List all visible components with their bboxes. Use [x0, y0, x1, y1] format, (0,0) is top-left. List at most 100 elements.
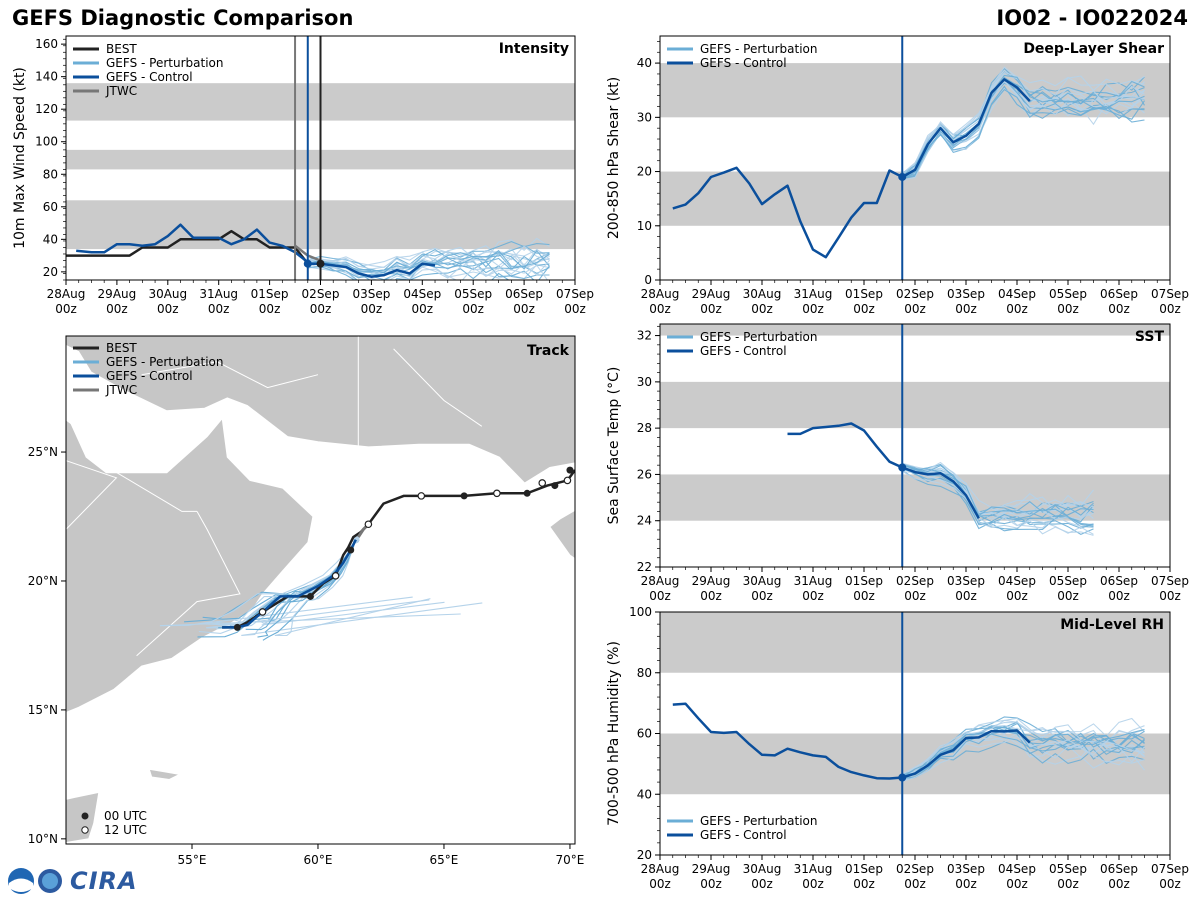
- intensity-xtick-label: 04Sep: [403, 287, 441, 301]
- intensity-xtick-label: 03Sep: [352, 287, 390, 301]
- rh-xtick-label: 06Sep: [1100, 862, 1138, 876]
- shear-xtick-label: 00z: [1006, 302, 1028, 316]
- shear-xtick-label: 29Aug: [692, 287, 731, 301]
- shear-xtick-label: 00z: [751, 302, 773, 316]
- track-ytick-label: 15°N: [28, 703, 58, 717]
- sst-init-marker: [898, 463, 907, 472]
- intensity-legend-label: JTWC: [105, 84, 137, 98]
- track-best-00utc-dot: [460, 492, 468, 500]
- intensity-ytick-label: 120: [35, 102, 58, 116]
- sst-perturbation-member: [902, 464, 1094, 523]
- rh-plot-area: [660, 612, 1170, 795]
- intensity-xtick-label: 00z: [259, 302, 281, 316]
- shear-legend-label: GEFS - Perturbation: [700, 42, 817, 56]
- track-best-00utc-dot: [306, 592, 314, 600]
- rh-ytick-label: 60: [637, 727, 652, 741]
- shear-ytick-label: 30: [637, 110, 652, 124]
- sst-xtick-label: 29Aug: [692, 574, 731, 588]
- rh-perturbation-member: [902, 735, 1145, 782]
- sst-xtick-label: 00z: [1159, 589, 1181, 603]
- sst-frame: [659, 323, 1171, 568]
- track-best-00utc-dot: [551, 482, 559, 490]
- sst-xtick-label: 00z: [853, 589, 875, 603]
- rh-perturbation-member: [902, 726, 1145, 776]
- track-xtick-label: 60°E: [304, 853, 333, 867]
- rh-xtick-label: 00z: [751, 877, 773, 891]
- track-best-12utc-dot: [417, 492, 426, 500]
- border-pakistan-provinces: [393, 348, 483, 427]
- intensity-ytick-label: 40: [43, 232, 58, 246]
- rh-perturbation-member: [902, 721, 1145, 778]
- intensity-xtick-label: 00z: [361, 302, 383, 316]
- rh-xtick-label: 03Sep: [947, 862, 985, 876]
- noaa-seal-icon: [8, 868, 62, 894]
- track-best-12utc-dot: [493, 489, 501, 498]
- track-xtick-label: 55°E: [178, 853, 207, 867]
- rh-xtick-label: 00z: [649, 877, 671, 891]
- track-best-00utc-dot: [347, 546, 355, 554]
- intensity-init-marker: [303, 259, 312, 268]
- rh-xtick-label: 01Sep: [845, 862, 883, 876]
- sst-plot-area: [660, 324, 1170, 536]
- rh-ytick-label: 100: [629, 605, 652, 619]
- shear-xtick-label: 04Sep: [998, 287, 1036, 301]
- intensity-xtick-label: 00z: [564, 302, 586, 316]
- intensity-xtick-label: 01Sep: [251, 287, 289, 301]
- shear-xtick-label: 00z: [802, 302, 824, 316]
- chart-intensity: 2040608010012014016028Aug00z29Aug00z30Au…: [12, 35, 594, 316]
- sst-xtick-label: 07Sep: [1151, 574, 1189, 588]
- sst-xtick-label: 00z: [1006, 589, 1028, 603]
- rh-ytick-label: 20: [637, 848, 652, 862]
- shear-perturbation-member: [902, 88, 1145, 180]
- track-perturbation-member: [274, 539, 431, 637]
- sst-xtick-label: 00z: [649, 589, 671, 603]
- sst-xtick-label: 04Sep: [998, 574, 1036, 588]
- storm-id: IO02 - IO022024: [996, 6, 1188, 30]
- border-oman: [136, 511, 241, 657]
- intensity-ytick-label: 60: [43, 200, 58, 214]
- shear-xtick-label: 00z: [955, 302, 977, 316]
- intensity-legend-label: GEFS - Perturbation: [106, 56, 223, 70]
- sst-xtick-label: 01Sep: [845, 574, 883, 588]
- logo-text: CIRA: [70, 867, 138, 895]
- intensity-legend-label: GEFS - Control: [106, 70, 193, 84]
- track-best-00utc-dot: [566, 466, 574, 474]
- sst-xtick-label: 00z: [802, 589, 824, 603]
- intensity-best-line: [66, 229, 321, 265]
- rh-init-marker: [898, 773, 907, 782]
- shear-xtick-label: 28Aug: [641, 287, 680, 301]
- intensity-best-marker: [316, 259, 325, 268]
- rh-xtick-label: 00z: [700, 877, 722, 891]
- shear-xtick-label: 05Sep: [1049, 287, 1087, 301]
- shear-xtick-label: 00z: [1057, 302, 1079, 316]
- intensity-legend-label: BEST: [106, 42, 137, 56]
- rh-xtick-label: 00z: [955, 877, 977, 891]
- sst-xtick-label: 00z: [1108, 589, 1130, 603]
- shear-perturbation-member: [902, 74, 1145, 178]
- rh-title: Mid-Level RH: [1060, 617, 1164, 633]
- intensity-xtick-label: 28Aug: [47, 287, 86, 301]
- intensity-ytick-label: 80: [43, 167, 58, 181]
- border-uae: [103, 464, 197, 512]
- intensity-xtick-label: 00z: [157, 302, 179, 316]
- rh-xtick-label: 00z: [1108, 877, 1130, 891]
- sst-ylabel: Sea Surface Temp (°C): [606, 367, 622, 525]
- sst-xtick-label: 00z: [751, 589, 773, 603]
- shear-ytick-label: 40: [637, 56, 652, 70]
- track-best-12utc-dot: [538, 479, 547, 487]
- track-best-00utc-dot: [233, 623, 241, 631]
- shear-xtick-label: 30Aug: [743, 287, 782, 301]
- sst-band: [660, 324, 1170, 336]
- shear-xtick-label: 00z: [904, 302, 926, 316]
- track-control-line: [222, 539, 357, 629]
- intensity-ytick-label: 160: [35, 37, 58, 51]
- sst-control-line: [787, 422, 980, 520]
- track-best-12utc-dot: [258, 608, 267, 616]
- track-best-12utc-dot: [331, 572, 340, 580]
- intensity-control-line: [307, 262, 436, 278]
- shear-xtick-label: 03Sep: [947, 287, 985, 301]
- shear-xtick-label: 01Sep: [845, 287, 883, 301]
- land-socotra: [148, 768, 181, 781]
- rh-xtick-label: 02Sep: [896, 862, 934, 876]
- track-ytick-label: 10°N: [28, 832, 58, 846]
